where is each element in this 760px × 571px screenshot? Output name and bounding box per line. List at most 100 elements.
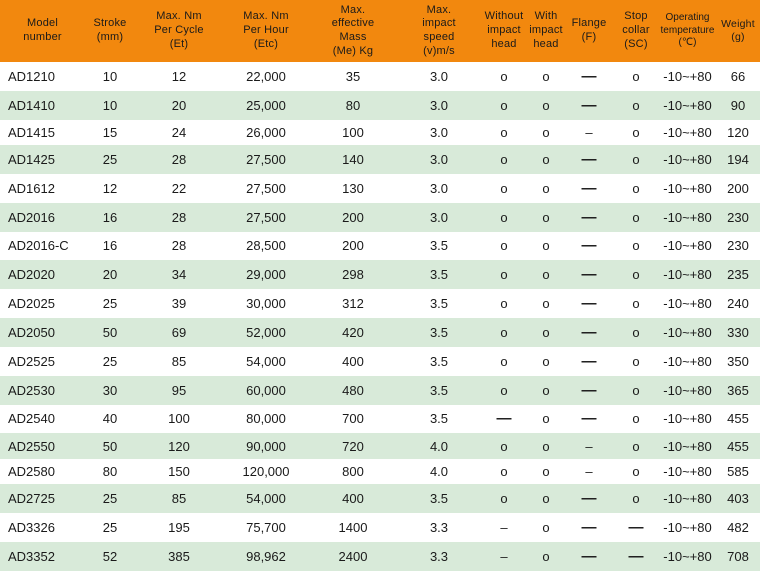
cell-model: AD2525	[8, 353, 55, 369]
cell-temp: -10~+80	[663, 519, 712, 535]
cell-without: o	[500, 353, 508, 369]
cell-with: o	[542, 464, 550, 480]
cell-sc: o	[632, 438, 640, 454]
cell-sc: o	[632, 464, 640, 480]
cell-v: 3.5	[429, 267, 449, 283]
cell-sc: o	[632, 353, 640, 369]
cell-me: 2400	[338, 548, 368, 564]
cell-model: AD3352	[8, 548, 55, 564]
cell-model: AD1612	[8, 180, 55, 196]
cell-without: o	[500, 209, 508, 225]
cell-v: 3.5	[429, 411, 449, 427]
cell-with: o	[542, 438, 550, 454]
column-header-without: Without impact head	[481, 0, 527, 62]
cell-etc: 54,000	[246, 491, 286, 507]
cell-with: o	[542, 324, 550, 340]
cell-stroke: 40	[102, 411, 118, 427]
cell-weight: 230	[727, 209, 749, 225]
cell-sc: o	[632, 324, 640, 340]
cell-etc: 28,500	[246, 238, 286, 254]
cell-model: AD3326	[8, 519, 55, 535]
table-row: AD2050 50 69 52,000 420 3.5 o o — o -10~+80 330	[0, 318, 760, 347]
cell-et: 120	[168, 438, 190, 454]
column-header-et: Max. Nm Per Cycle (Et)	[135, 0, 223, 62]
cell-stroke: 10	[102, 68, 118, 84]
cell-v: 3.0	[429, 68, 449, 84]
cell-sc: o	[632, 491, 640, 507]
table-row: AD1612 12 22 27,500 130 3.0 o o — o -10~+80 200	[0, 173, 760, 203]
cell-et: 28	[171, 152, 187, 167]
cell-et: 28	[171, 238, 187, 254]
column-header-sc: Stop collar (SC)	[613, 0, 659, 62]
cell-temp: -10~+80	[663, 97, 712, 113]
table-row: AD1410 10 20 25,000 80 3.0 o o — o -10~+80 90	[0, 90, 760, 120]
cell-me: 400	[342, 491, 364, 507]
cell-without: o	[500, 180, 508, 196]
cell-et: 95	[171, 382, 187, 398]
column-header-weight: Weight (g)	[716, 0, 760, 62]
cell-etc: 25,000	[246, 97, 286, 113]
cell-flange: –	[585, 124, 593, 140]
cell-v: 3.0	[429, 124, 449, 140]
column-header-me: Max. effective Mass (Me) Kg	[309, 0, 397, 62]
cell-flange: —	[581, 323, 597, 341]
cell-me: 400	[342, 353, 364, 369]
cell-et: 28	[171, 209, 187, 225]
cell-me: 312	[342, 296, 364, 312]
cell-temp: -10~+80	[663, 296, 712, 312]
cell-sc: o	[632, 296, 640, 312]
cell-v: 3.0	[429, 152, 449, 167]
cell-me: 130	[342, 180, 364, 196]
cell-stroke: 25	[102, 296, 118, 312]
cell-sc: o	[632, 68, 640, 84]
cell-weight: 66	[730, 68, 746, 84]
cell-sc: o	[632, 152, 640, 167]
cell-weight: 455	[727, 411, 749, 427]
cell-model: AD1410	[8, 97, 55, 113]
table-body: AD1210 10 12 22,000 35 3.0 o o — o -10~+80 66 AD1410…	[0, 62, 760, 571]
cell-with: o	[542, 180, 550, 196]
cell-with: o	[542, 548, 550, 564]
cell-stroke: 20	[102, 267, 118, 283]
cell-flange: —	[581, 547, 597, 565]
table-row: AD2016-C 16 28 28,500 200 3.5 o o — o -10~+80 230	[0, 231, 760, 261]
column-header-temp: Operating temperature (℃)	[659, 0, 716, 62]
table-row: AD2580 80 150 120,000 800 4.0 o o – o -10~+80 585	[0, 458, 760, 485]
cell-weight: 350	[727, 353, 749, 369]
cell-etc: 54,000	[246, 353, 286, 369]
cell-stroke: 80	[102, 464, 118, 480]
table-row: AD2550 50 120 90,000 720 4.0 o o – o -10~+80 455	[0, 433, 760, 459]
cell-weight: 90	[730, 97, 746, 113]
cell-temp: -10~+80	[663, 411, 712, 427]
cell-sc: o	[632, 411, 640, 427]
cell-without: o	[500, 464, 508, 480]
cell-with: o	[542, 296, 550, 312]
cell-without: o	[500, 382, 508, 398]
cell-weight: 585	[727, 464, 749, 480]
cell-without: o	[500, 324, 508, 340]
cell-with: o	[542, 382, 550, 398]
cell-with: o	[542, 209, 550, 225]
cell-flange: —	[581, 295, 597, 313]
cell-without: o	[500, 152, 508, 167]
cell-temp: -10~+80	[663, 124, 712, 140]
cell-weight: 240	[727, 296, 749, 312]
table-row: AD3352 52 385 98,962 2400 3.3 – o — — -10~+80 708	[0, 541, 760, 571]
cell-flange: —	[581, 381, 597, 399]
cell-stroke: 16	[102, 209, 118, 225]
cell-model: AD2050	[8, 324, 55, 340]
cell-weight: 230	[727, 238, 749, 254]
cell-temp: -10~+80	[663, 438, 712, 454]
cell-stroke: 12	[102, 180, 118, 196]
cell-with: o	[542, 152, 550, 167]
cell-without: —	[496, 410, 512, 428]
cell-flange: —	[581, 237, 597, 255]
cell-et: 150	[168, 464, 190, 480]
cell-model: AD1415	[8, 124, 55, 140]
table-header: Model number Stroke (mm) Max. Nm Per Cycle (Et…	[0, 0, 760, 62]
cell-temp: -10~+80	[663, 68, 712, 84]
cell-model: AD2550	[8, 438, 55, 454]
cell-v: 3.5	[429, 238, 449, 254]
cell-temp: -10~+80	[663, 238, 712, 254]
column-header-v: Max. impact speed (v)m/s	[397, 0, 481, 62]
